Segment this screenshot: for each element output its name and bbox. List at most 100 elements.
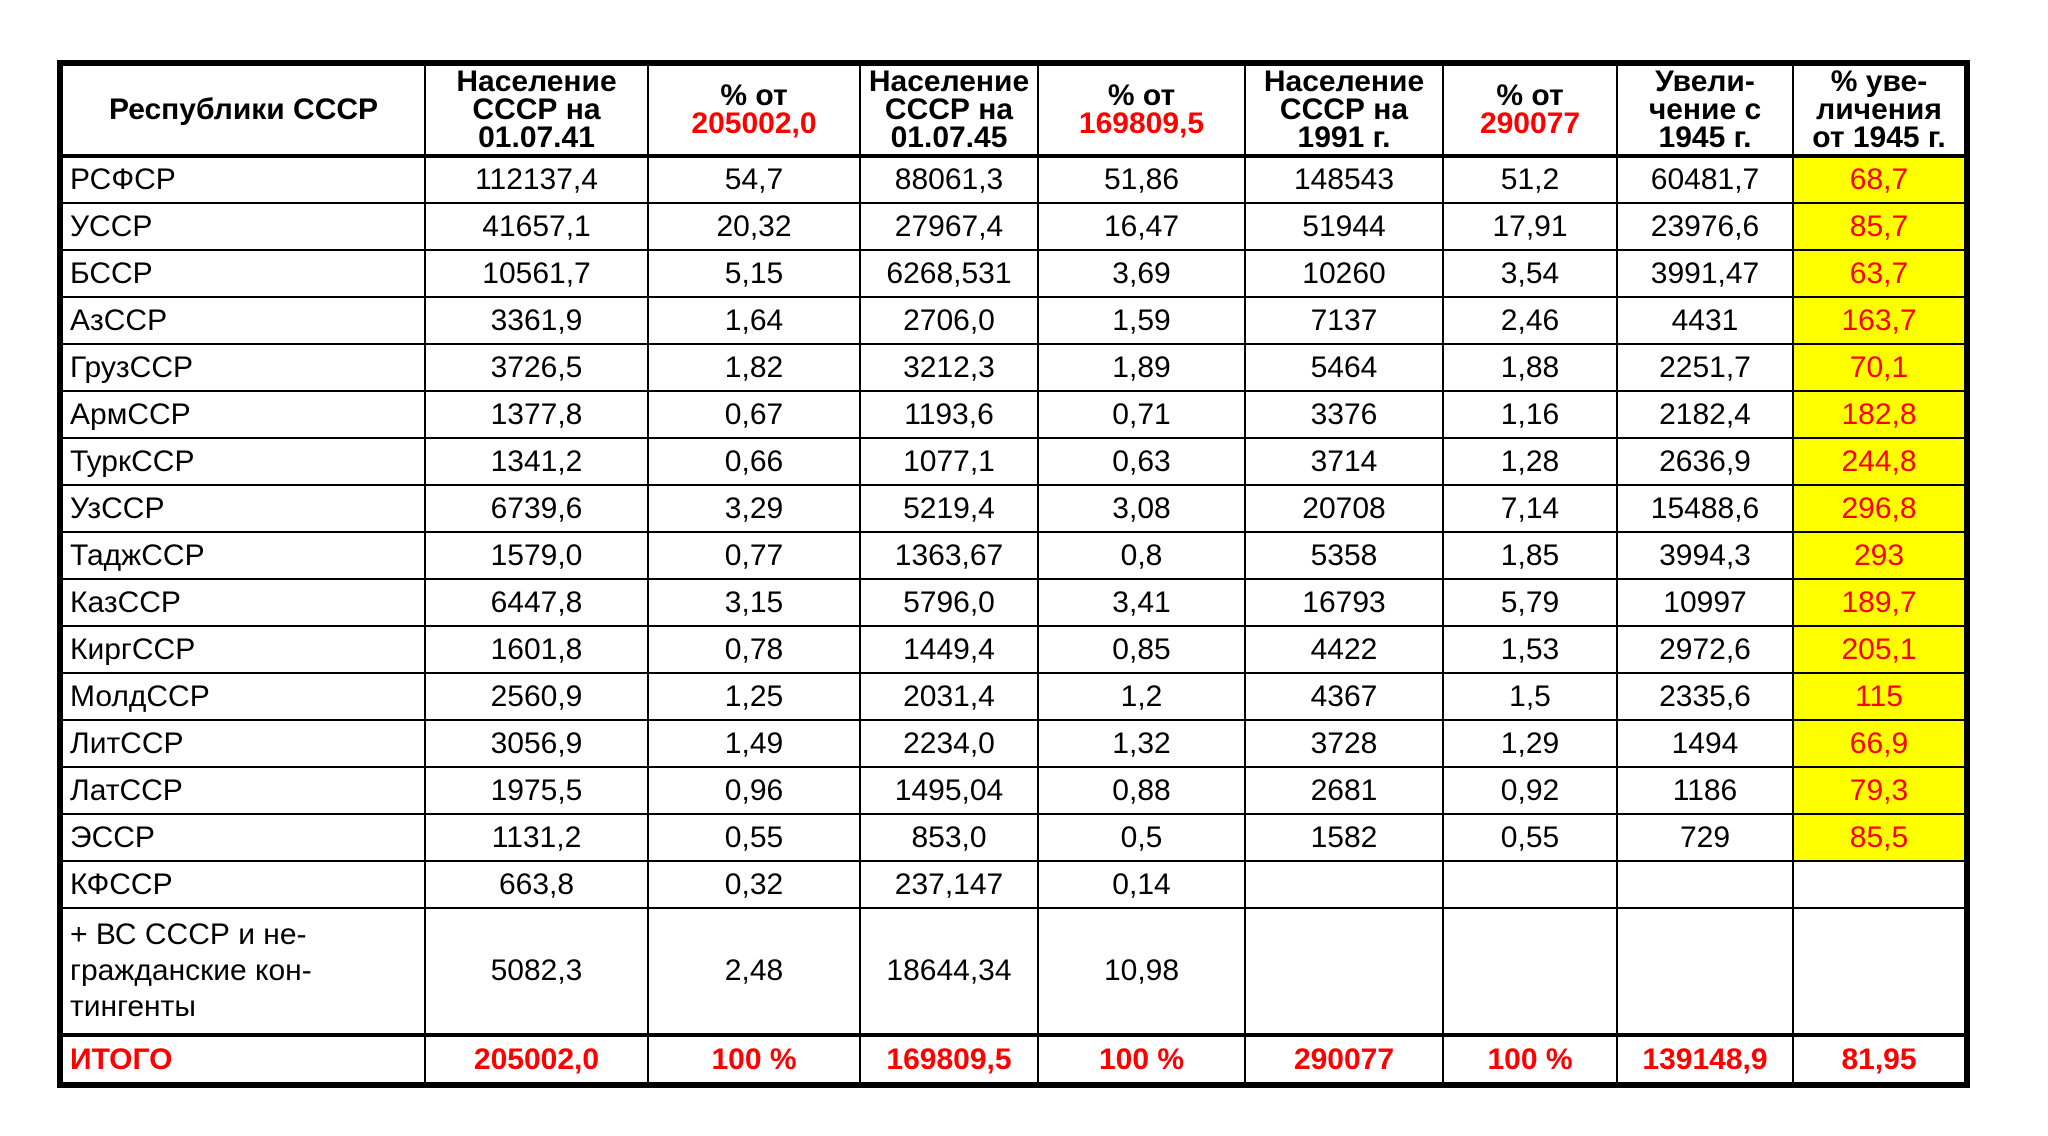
- value-cell: 1975,5: [424, 766, 649, 815]
- value-cell: 20,32: [647, 202, 861, 251]
- value-cell: 244,8: [1792, 437, 1968, 486]
- table-row: РСФСР 112137,4 54,7 88061,3 51,86 148543 51,2 6…: [59, 155, 1968, 204]
- republic-name-cell: РСФСР: [59, 155, 426, 204]
- value-cell: 23976,6: [1616, 202, 1794, 251]
- value-cell: [1442, 860, 1618, 909]
- value-cell: 2251,7: [1616, 343, 1794, 392]
- value-cell: 729: [1616, 813, 1794, 862]
- value-cell: 6447,8: [424, 578, 649, 627]
- republic-name-cell: ГрузССР: [59, 343, 426, 392]
- value-cell: 663,8: [424, 860, 649, 909]
- value-cell: 3,54: [1442, 249, 1618, 298]
- value-cell: 51,2: [1442, 155, 1618, 204]
- republic-name-cell: ЭССР: [59, 813, 426, 862]
- table-row: КФССР 663,8 0,32 237,147 0,14: [59, 860, 1968, 909]
- value-cell: 1377,8: [424, 390, 649, 439]
- value-cell: 205002,0: [424, 1033, 649, 1086]
- table-row: УССР 41657,1 20,32 27967,4 16,47 51944 17,91 23…: [59, 202, 1968, 251]
- value-cell: 1,53: [1442, 625, 1618, 674]
- header-title: % уве- личения от 1945 г.: [1812, 65, 1946, 154]
- value-cell: 18644,34: [859, 907, 1039, 1036]
- value-cell: 10561,7: [424, 249, 649, 298]
- value-cell: 100 %: [647, 1033, 861, 1086]
- value-cell: 0,96: [647, 766, 861, 815]
- value-cell: 1186: [1616, 766, 1794, 815]
- value-cell: 3991,47: [1616, 249, 1794, 298]
- value-cell: 3,15: [647, 578, 861, 627]
- value-cell: [1616, 907, 1794, 1036]
- table-row: КазССР 6447,8 3,15 5796,0 3,41 16793 5,79 10997…: [59, 578, 1968, 627]
- header-title: % от: [720, 79, 788, 112]
- value-cell: 7,14: [1442, 484, 1618, 533]
- republic-name-cell: ТуркССР: [59, 437, 426, 486]
- value-cell: 85,7: [1792, 202, 1968, 251]
- value-cell: 5,15: [647, 249, 861, 298]
- value-cell: 5796,0: [859, 578, 1039, 627]
- value-cell: 79,3: [1792, 766, 1968, 815]
- value-cell: 15488,6: [1616, 484, 1794, 533]
- value-cell: [1244, 860, 1444, 909]
- ussr-population-table: Республики СССР Население СССР на 01.07.…: [57, 60, 1970, 1088]
- value-cell: 3,08: [1037, 484, 1246, 533]
- value-cell: 5358: [1244, 531, 1444, 580]
- value-cell: 1579,0: [424, 531, 649, 580]
- table-row: УзССР 6739,6 3,29 5219,4 3,08 20708 7,14 15488,…: [59, 484, 1968, 533]
- value-cell: 100 %: [1442, 1033, 1618, 1086]
- value-cell: 0,55: [1442, 813, 1618, 862]
- table-row: + ВС СССР и не- гражданские кон- тингент…: [59, 907, 1968, 1036]
- value-cell: 3,29: [647, 484, 861, 533]
- value-cell: 7137: [1244, 296, 1444, 345]
- value-cell: 0,32: [647, 860, 861, 909]
- value-cell: 0,5: [1037, 813, 1246, 862]
- value-cell: 1,59: [1037, 296, 1246, 345]
- value-cell: 10,98: [1037, 907, 1246, 1036]
- value-cell: 1,29: [1442, 719, 1618, 768]
- header-title: Население СССР на 01.07.45: [868, 65, 1030, 154]
- value-cell: 0,88: [1037, 766, 1246, 815]
- value-cell: 2,46: [1442, 296, 1618, 345]
- header-red-value: 290077: [1479, 107, 1581, 140]
- value-cell: 0,77: [647, 531, 861, 580]
- value-cell: 63,7: [1792, 249, 1968, 298]
- value-cell: 5464: [1244, 343, 1444, 392]
- value-cell: 205,1: [1792, 625, 1968, 674]
- value-cell: 290077: [1244, 1033, 1444, 1086]
- value-cell: 70,1: [1792, 343, 1968, 392]
- header-row: Республики СССР Население СССР на 01.07.…: [59, 62, 1968, 158]
- value-cell: 51,86: [1037, 155, 1246, 204]
- table-row: ГрузССР 3726,5 1,82 3212,3 1,89 5464 1,88 2251,…: [59, 343, 1968, 392]
- value-cell: 1582: [1244, 813, 1444, 862]
- value-cell: 54,7: [647, 155, 861, 204]
- table-row: ТаджССР 1579,0 0,77 1363,67 0,8 5358 1,85 3994,…: [59, 531, 1968, 580]
- value-cell: [1792, 907, 1968, 1036]
- value-cell: 853,0: [859, 813, 1039, 862]
- republic-name-cell: ЛатССР: [59, 766, 426, 815]
- value-cell: 27967,4: [859, 202, 1039, 251]
- value-cell: 3714: [1244, 437, 1444, 486]
- value-cell: 3994,3: [1616, 531, 1794, 580]
- value-cell: 2706,0: [859, 296, 1039, 345]
- header-col-pct-1991: % от 290077: [1442, 62, 1618, 158]
- value-cell: 3726,5: [424, 343, 649, 392]
- value-cell: 0,85: [1037, 625, 1246, 674]
- value-cell: 51944: [1244, 202, 1444, 251]
- republic-name-cell: ЛитССР: [59, 719, 426, 768]
- value-cell: 0,55: [647, 813, 861, 862]
- value-cell: 1363,67: [859, 531, 1039, 580]
- value-cell: 3,41: [1037, 578, 1246, 627]
- value-cell: 1494: [1616, 719, 1794, 768]
- republic-name-cell: УзССР: [59, 484, 426, 533]
- table-row: АрмССР 1377,8 0,67 1193,6 0,71 3376 1,16 2182,4…: [59, 390, 1968, 439]
- value-cell: 1077,1: [859, 437, 1039, 486]
- republic-name-cell: АзССР: [59, 296, 426, 345]
- header-title: Население СССР на 01.07.41: [456, 65, 617, 154]
- republic-name-cell: МолдССР: [59, 672, 426, 721]
- value-cell: 4422: [1244, 625, 1444, 674]
- value-cell: 0,14: [1037, 860, 1246, 909]
- republic-name-cell: КазССР: [59, 578, 426, 627]
- value-cell: 3,69: [1037, 249, 1246, 298]
- value-cell: 237,147: [859, 860, 1039, 909]
- value-cell: 16,47: [1037, 202, 1246, 251]
- value-cell: 0,67: [647, 390, 861, 439]
- value-cell: 0,63: [1037, 437, 1246, 486]
